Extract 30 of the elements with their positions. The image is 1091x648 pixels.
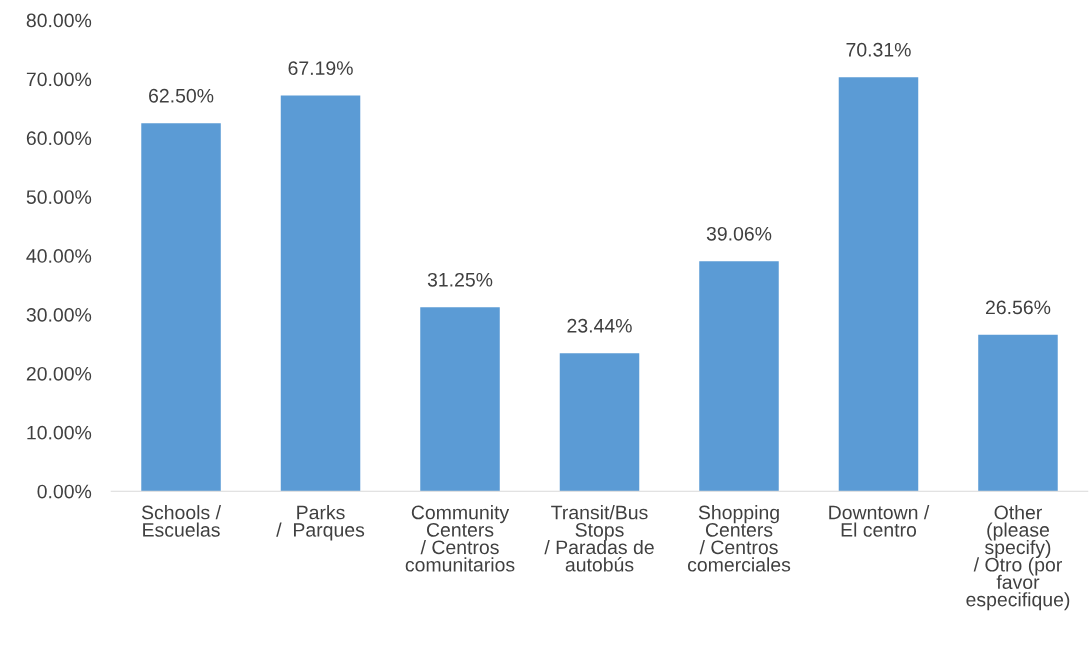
y-tick-label: 30.00%	[26, 307, 92, 322]
data-label: 62.50%	[149, 88, 214, 103]
x-tick-label: Other (please specify) / Otro (por favor especifique)	[966, 505, 1070, 611]
x-tick-label: Shopping Centers / Centros comerciales	[687, 505, 791, 572]
bar	[420, 307, 500, 492]
x-tick-label: Transit/Bus Stops / Paradas de autobús	[544, 505, 654, 572]
y-tick-label: 50.00%	[26, 190, 92, 204]
data-label: 26.56%	[985, 300, 1051, 315]
y-tick-label: 10.00%	[27, 425, 92, 440]
bar	[699, 261, 779, 492]
x-tick-label: Parks / Parques	[276, 505, 365, 541]
bar	[141, 123, 221, 492]
y-tick-label: 40.00%	[26, 249, 92, 263]
data-label: 31.25%	[427, 272, 493, 287]
x-tick-label: Downtown / El centro	[829, 505, 930, 537]
data-label: 67.19%	[288, 61, 353, 76]
bar	[559, 353, 640, 492]
bar	[978, 334, 1058, 492]
y-tick-label: 70.00%	[26, 72, 92, 87]
y-tick-label: 20.00%	[26, 366, 92, 381]
x-tick-label: Community Centers / Centros comunitarios	[405, 505, 515, 572]
bar	[280, 95, 361, 492]
x-tick-label: Schools / Escuelas	[141, 505, 222, 537]
data-label: 39.06%	[706, 226, 772, 241]
y-tick-label: 0.00%	[37, 484, 92, 499]
y-tick-label: 60.00%	[26, 131, 92, 146]
bar	[838, 77, 919, 492]
y-tick-label: 80.00%	[26, 13, 92, 28]
data-label: 70.31%	[846, 42, 911, 57]
data-label: 23.44%	[567, 318, 632, 333]
